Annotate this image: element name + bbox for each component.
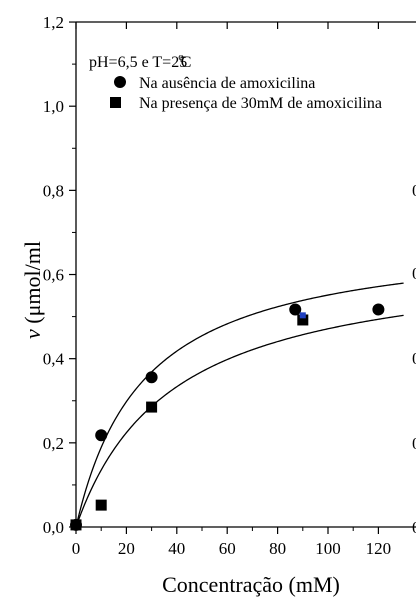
y-tick-label: 0,0 [43, 518, 64, 537]
right-partial-label: 0 [412, 264, 416, 283]
y-tick-label: 0,6 [43, 266, 64, 285]
right-partial-label: 0 [412, 434, 416, 453]
annotation-text: pH=6,5 e T=25oC [89, 51, 191, 71]
data-point-circle [145, 371, 158, 384]
x-tick-label: 120 [366, 539, 392, 558]
y-axis-title-unit: (μmol/ml [20, 241, 45, 329]
fit-curve-0 [75, 282, 404, 528]
x-axis-title: Concentração (mM) [162, 572, 340, 597]
data-point-square [95, 499, 107, 511]
right-partial-label: 0 [412, 349, 416, 368]
data-point-square [297, 314, 309, 326]
x-tick-label: 100 [315, 539, 341, 558]
fit-curve-1 [75, 314, 404, 528]
x-tick-label: 0 [72, 539, 81, 558]
data-point-circle [289, 303, 302, 316]
y-tick-label: 1,2 [43, 13, 64, 32]
data-point-circle [95, 429, 108, 442]
legend-label-1: Na presença de 30mM de amoxicilina [139, 95, 382, 112]
x-tick-label: 20 [118, 539, 135, 558]
x-tick-label: 40 [168, 539, 185, 558]
data-point-circle [372, 303, 385, 316]
y-axis-title-symbol: v [20, 329, 45, 339]
data-point-square [146, 401, 158, 413]
y-tick-label: 0,4 [43, 350, 65, 369]
legend-marker-circle [114, 76, 126, 88]
legend: Na ausência de amoxicilina Na presença d… [110, 75, 382, 112]
legend-marker-square [110, 97, 121, 108]
x-tick-label: 60 [219, 539, 236, 558]
data-point-highlight [299, 312, 306, 319]
data-point-square [70, 519, 82, 531]
y-axis-title: v (μmol/ml [20, 241, 45, 339]
y-tick-label: 1,0 [43, 97, 64, 116]
legend-label-0: Na ausência de amoxicilina [139, 75, 315, 92]
right-partial-label: 0 [412, 518, 416, 537]
x-tick-label: 80 [269, 539, 286, 558]
right-partial-label: 0 [412, 181, 416, 200]
y-tick-label: 0,2 [43, 434, 64, 453]
y-tick-label: 0,8 [43, 181, 64, 200]
